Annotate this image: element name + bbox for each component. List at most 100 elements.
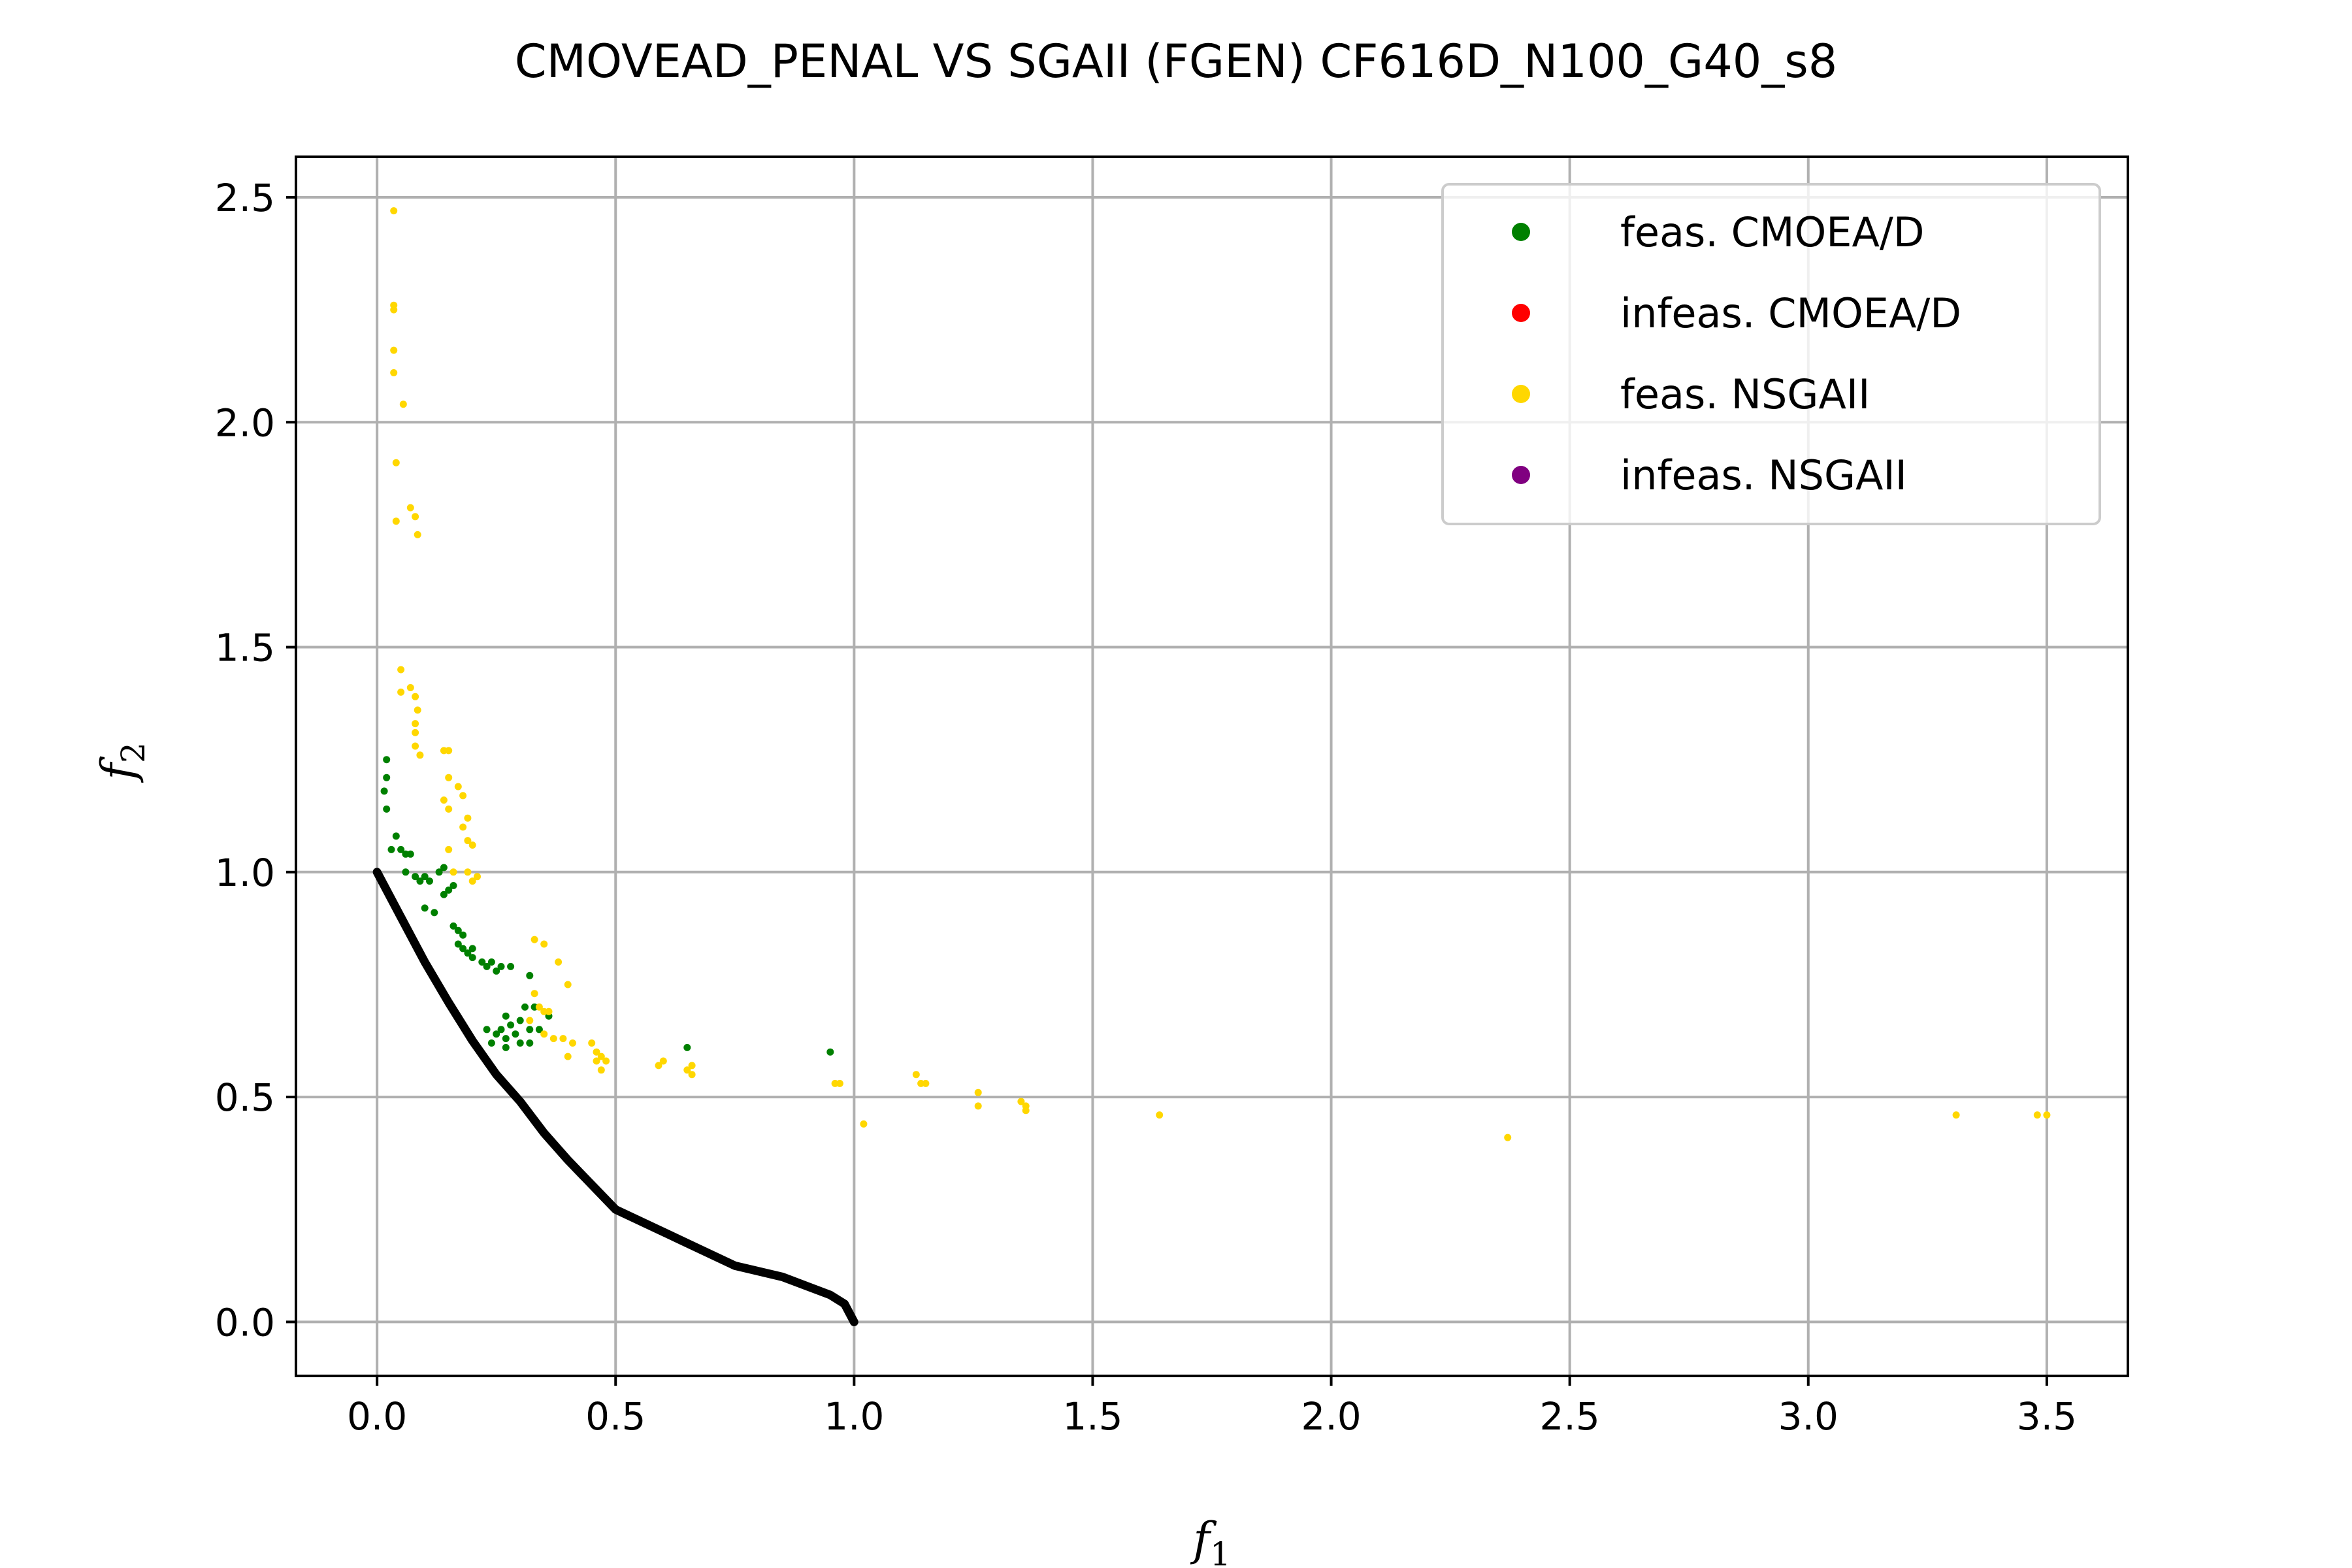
series-2-point-71	[1022, 1107, 1030, 1115]
series-2-point-34	[468, 877, 476, 885]
series-2-point-30	[468, 841, 476, 849]
series-2-point-22	[445, 774, 453, 781]
series-0-point-12	[421, 873, 429, 881]
x-tick-label-4: 2.0	[1301, 1394, 1361, 1439]
x-tick-label-6: 3.0	[1778, 1394, 1838, 1439]
series-0-point-29	[478, 958, 486, 966]
series-2-point-5	[399, 400, 407, 408]
series-0-point-54	[826, 1048, 834, 1056]
series-2-point-60	[688, 1071, 696, 1079]
y-tick-label-0: 0.0	[215, 1300, 275, 1345]
series-2-point-35	[474, 873, 481, 881]
series-2-point-36	[531, 936, 538, 943]
series-0-point-5	[397, 845, 405, 853]
series-0	[380, 756, 834, 1056]
series-2-point-72	[1156, 1111, 1164, 1119]
series-2-point-41	[535, 1003, 543, 1011]
series-0-point-21	[449, 922, 457, 930]
series-2-point-7	[406, 504, 414, 512]
series-2-point-46	[549, 1035, 557, 1043]
series-0-point-13	[426, 877, 433, 885]
chart-title: CMOVEAD_PENAL VS SGAII (FGEN) CF616D_N10…	[515, 35, 1838, 88]
series-2-point-3	[390, 346, 398, 354]
y-axis-label-subscript: 2	[114, 742, 152, 763]
plot-area: 0.0 0.5 1.0 1.5 2.0 2.5 3.0 3.5 0.0 0.5 1.0 1.5 2.0 2…	[215, 155, 2129, 1439]
series-2-point-17	[412, 728, 419, 736]
series-2-point-38	[555, 958, 563, 966]
series-0-point-10	[412, 873, 419, 881]
series-2-point-0	[390, 207, 398, 215]
series-2-point-9	[392, 517, 400, 525]
series-2-point-28	[459, 823, 467, 831]
series-0-point-52	[526, 1039, 534, 1047]
series-2-point-25	[440, 796, 448, 804]
series-2-point-50	[593, 1048, 600, 1056]
x-tick-label-7: 3.5	[2017, 1394, 2077, 1439]
series-2-point-69	[1017, 1098, 1025, 1105]
series-2-point-12	[406, 684, 414, 691]
series-2-point-43	[545, 1007, 553, 1015]
series-0-point-7	[406, 850, 414, 858]
series-2-point-33	[464, 868, 472, 876]
series-2-point-48	[569, 1039, 576, 1047]
y-tick-label-3: 1.5	[215, 626, 275, 670]
series-2-point-11	[397, 666, 405, 674]
x-tick-label-1: 0.5	[585, 1394, 645, 1439]
series-2-point-63	[860, 1120, 868, 1128]
series-2-point-57	[659, 1057, 667, 1065]
series-0-point-35	[526, 972, 534, 979]
series-0-point-11	[416, 877, 424, 885]
series-0-point-44	[493, 1030, 500, 1038]
series-2-point-15	[414, 706, 421, 714]
series-2-point-53	[602, 1057, 610, 1065]
series-2-point-4	[390, 369, 398, 376]
series-2-point-59	[683, 1066, 691, 1074]
series-2-point-66	[922, 1079, 930, 1087]
series-2-point-76	[2043, 1111, 2051, 1119]
series-2-point-67	[974, 1088, 982, 1096]
legend-label-3: infeas. NSGAII	[1620, 451, 1907, 499]
series-0-point-9	[402, 868, 410, 876]
series-2-point-18	[412, 742, 419, 750]
series-2-point-73	[1504, 1134, 1512, 1141]
legend-marker-2	[1512, 385, 1530, 403]
series-0-point-0	[383, 756, 391, 764]
y-axis-label: f2	[91, 742, 152, 783]
series-0-point-24	[454, 940, 462, 948]
series-0-point-28	[468, 954, 476, 962]
series-2-point-26	[445, 805, 453, 813]
series-2-point-40	[531, 990, 538, 998]
series-2	[390, 207, 2051, 1141]
series-0-point-14	[435, 868, 443, 876]
series-0-point-53	[683, 1043, 691, 1051]
series-0-point-34	[493, 967, 500, 975]
series-2-point-29	[464, 837, 472, 845]
series-2-point-55	[564, 1053, 572, 1060]
series-0-point-22	[454, 926, 462, 934]
series-0-point-47	[535, 1026, 543, 1034]
series-0-point-3	[383, 805, 391, 813]
series-2-point-54	[597, 1066, 605, 1074]
series-0-point-31	[487, 958, 495, 966]
y-tick-label-4: 2.0	[215, 400, 275, 445]
series-2-point-6	[392, 459, 400, 466]
series-2-point-51	[597, 1053, 605, 1060]
series-2-point-32	[449, 868, 457, 876]
series-2-point-13	[397, 688, 405, 696]
plot-frame	[295, 155, 2129, 1377]
series-0-point-1	[383, 774, 391, 781]
series-2-point-49	[588, 1039, 596, 1047]
series-2-point-8	[412, 513, 419, 521]
series-0-point-39	[502, 1012, 510, 1020]
legend-marker-1	[1512, 304, 1530, 322]
y-tick-label-5: 2.5	[215, 176, 275, 220]
series-0-point-25	[459, 945, 467, 953]
x-tick-label-2: 1.0	[824, 1394, 884, 1439]
series-0-point-46	[526, 1026, 534, 1034]
series-0-point-27	[468, 945, 476, 953]
series-2-point-44	[526, 1017, 534, 1024]
series-2-point-10	[414, 531, 421, 538]
y-tick-label-2: 1.0	[215, 851, 275, 895]
series-0-point-4	[392, 832, 400, 840]
